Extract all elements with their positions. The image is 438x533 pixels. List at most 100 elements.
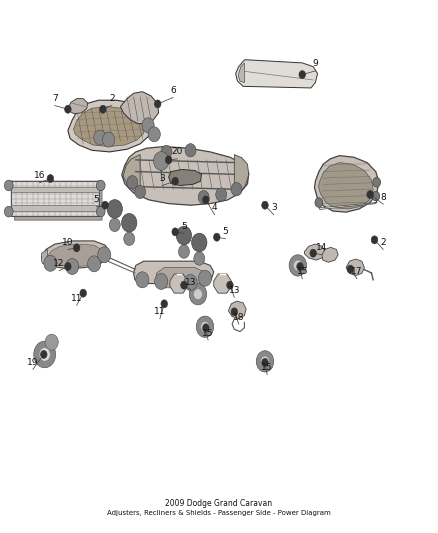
Text: 2: 2 [381, 238, 386, 247]
Circle shape [184, 274, 197, 290]
Circle shape [373, 177, 381, 187]
Text: 5: 5 [93, 196, 99, 204]
Text: 5: 5 [181, 222, 187, 231]
Polygon shape [314, 156, 379, 212]
Circle shape [194, 252, 205, 265]
Text: 19: 19 [27, 358, 39, 367]
Circle shape [178, 245, 189, 258]
Polygon shape [322, 247, 338, 262]
Circle shape [372, 191, 380, 201]
Circle shape [47, 175, 53, 182]
Circle shape [110, 219, 120, 232]
Text: 15: 15 [261, 364, 273, 372]
Circle shape [198, 190, 209, 204]
Text: 13: 13 [185, 278, 196, 287]
Text: 2: 2 [109, 94, 114, 103]
Text: Adjusters, Recliners & Shields - Passenger Side - Power Diagram: Adjusters, Recliners & Shields - Passeng… [107, 510, 331, 516]
Text: 3: 3 [271, 204, 277, 212]
Circle shape [41, 351, 47, 358]
Circle shape [185, 144, 196, 157]
Circle shape [154, 100, 161, 108]
Text: 6: 6 [170, 86, 176, 95]
Text: 7: 7 [52, 94, 58, 103]
Polygon shape [68, 99, 88, 114]
Polygon shape [169, 169, 201, 185]
Circle shape [231, 182, 242, 196]
Circle shape [172, 177, 179, 185]
Polygon shape [346, 259, 364, 276]
Circle shape [107, 200, 123, 219]
Text: 15: 15 [297, 268, 308, 276]
Polygon shape [11, 181, 102, 220]
Circle shape [189, 284, 207, 305]
Circle shape [299, 70, 305, 79]
Text: 5: 5 [223, 228, 229, 236]
Circle shape [155, 273, 168, 289]
Circle shape [231, 308, 237, 316]
Text: 14: 14 [316, 244, 328, 252]
Circle shape [98, 247, 111, 263]
Text: 17: 17 [351, 268, 363, 276]
Circle shape [136, 272, 149, 288]
Circle shape [227, 281, 233, 289]
Polygon shape [134, 261, 214, 284]
Circle shape [73, 244, 80, 252]
Polygon shape [11, 205, 99, 211]
Circle shape [198, 270, 212, 286]
Circle shape [176, 226, 191, 245]
Circle shape [97, 181, 104, 190]
Circle shape [201, 321, 209, 332]
Text: 12: 12 [53, 260, 65, 268]
Circle shape [297, 263, 304, 271]
Circle shape [66, 259, 79, 274]
Polygon shape [122, 147, 249, 205]
Polygon shape [236, 60, 318, 88]
Circle shape [310, 249, 316, 257]
Circle shape [194, 289, 202, 300]
Circle shape [153, 152, 169, 171]
Circle shape [4, 180, 13, 191]
Polygon shape [170, 274, 187, 293]
Circle shape [97, 207, 104, 216]
Circle shape [127, 176, 138, 189]
Circle shape [202, 196, 209, 204]
Circle shape [94, 130, 106, 145]
Circle shape [347, 265, 354, 273]
Polygon shape [47, 244, 105, 266]
Polygon shape [214, 274, 231, 293]
Text: 8: 8 [380, 193, 386, 201]
Circle shape [214, 233, 220, 241]
Circle shape [65, 263, 71, 271]
Circle shape [289, 255, 307, 276]
Circle shape [44, 255, 57, 271]
Circle shape [172, 228, 179, 236]
Circle shape [315, 198, 323, 207]
Polygon shape [11, 187, 99, 192]
Text: 20: 20 [172, 148, 183, 156]
Circle shape [215, 188, 227, 201]
Polygon shape [319, 196, 378, 209]
Polygon shape [11, 181, 99, 216]
Polygon shape [120, 92, 159, 124]
Circle shape [192, 233, 207, 252]
Circle shape [39, 348, 50, 361]
Polygon shape [318, 163, 373, 209]
Circle shape [166, 156, 172, 164]
Circle shape [293, 260, 302, 271]
Circle shape [102, 132, 115, 147]
Text: 9: 9 [312, 60, 318, 68]
Circle shape [124, 232, 134, 246]
Circle shape [261, 201, 268, 209]
Circle shape [45, 334, 58, 350]
Circle shape [34, 341, 56, 368]
Circle shape [135, 185, 145, 199]
Polygon shape [42, 249, 47, 264]
Circle shape [5, 207, 12, 216]
Text: 16: 16 [34, 172, 45, 180]
Polygon shape [124, 155, 140, 193]
Circle shape [367, 191, 373, 199]
Circle shape [142, 118, 154, 133]
Circle shape [96, 180, 105, 191]
Text: 15: 15 [202, 329, 214, 337]
Circle shape [371, 236, 378, 244]
